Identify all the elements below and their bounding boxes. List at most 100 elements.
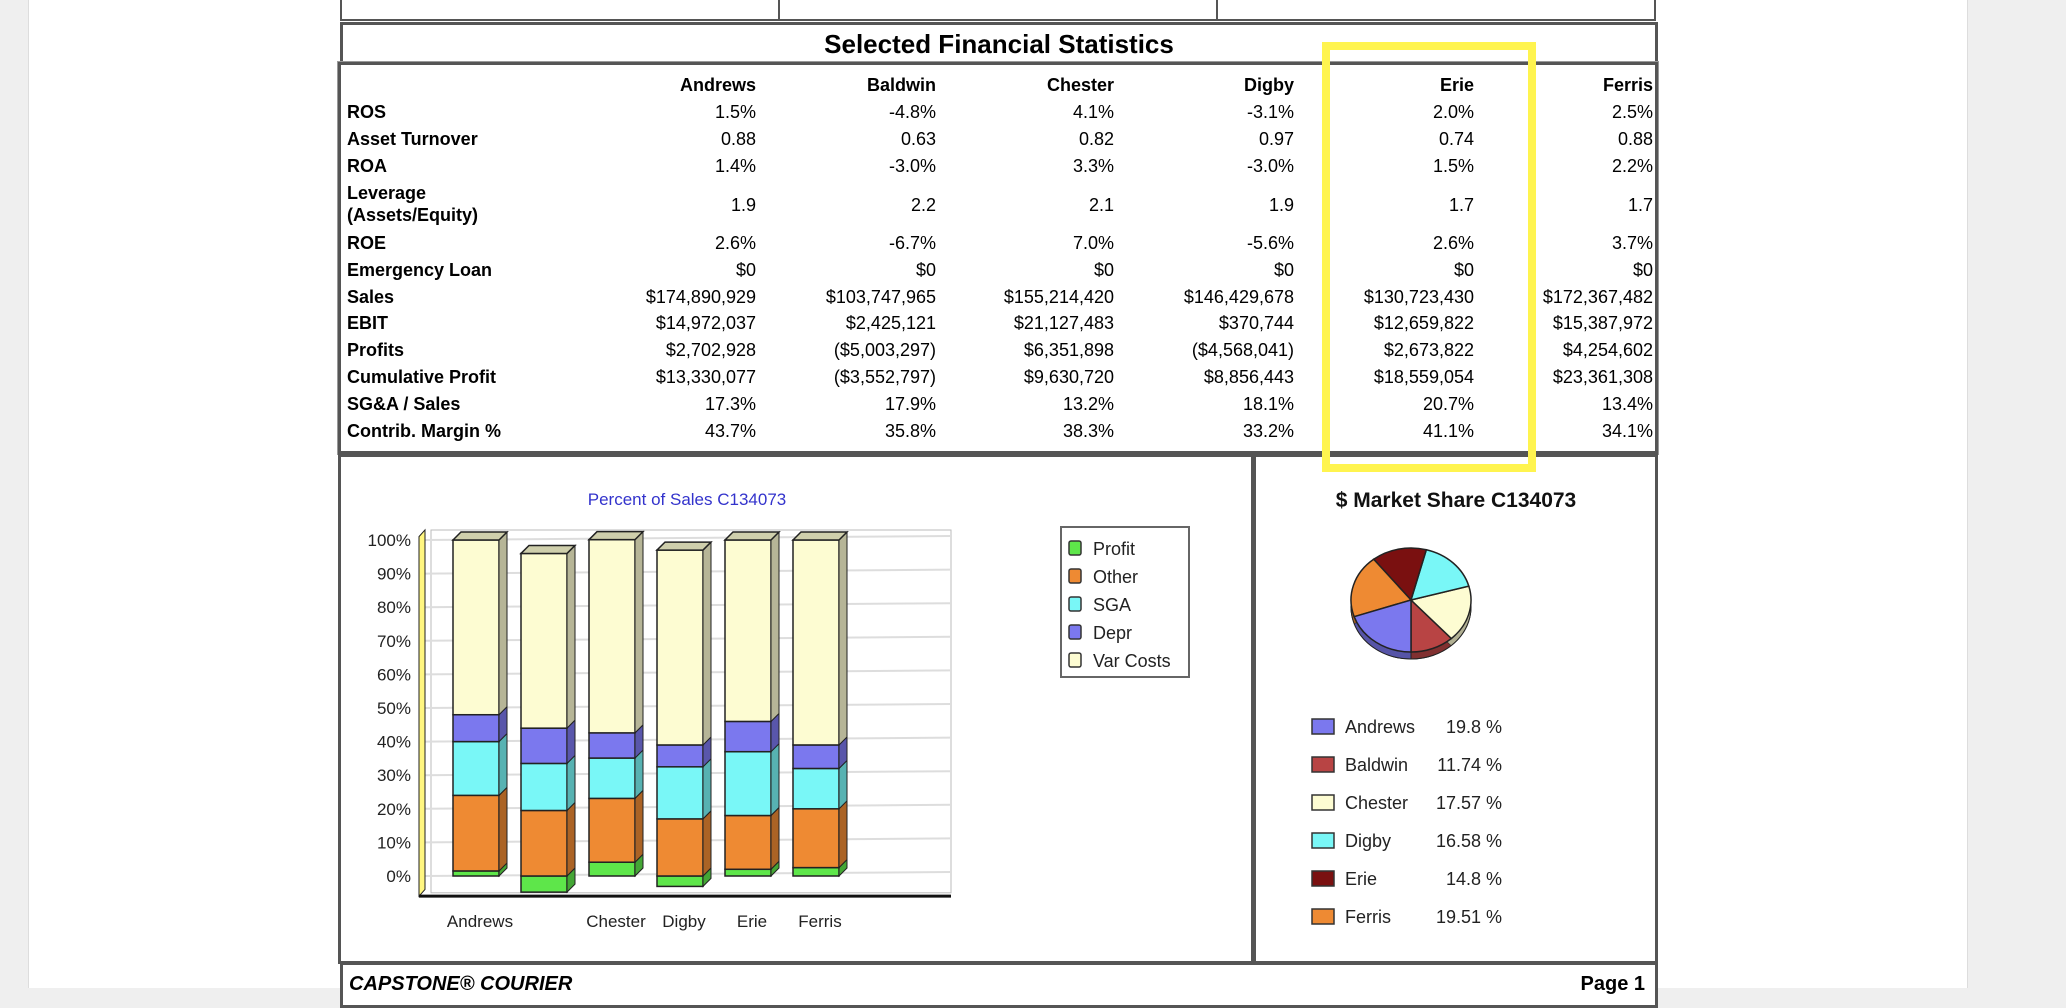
y-tick-label: 50%: [377, 699, 411, 718]
table-cell: $0: [735, 260, 756, 280]
bar-segment-side: [702, 540, 712, 747]
table-cell: 2.2: [910, 195, 936, 215]
bar-segment-depr: [792, 744, 840, 770]
y-tick-label: 10%: [377, 833, 411, 852]
legend-label: Other: [1093, 567, 1138, 587]
legend-value: 17.57 %: [1436, 793, 1502, 813]
row-label: ROE: [347, 233, 387, 253]
chart-title: $ Market Share C134073: [1336, 489, 1577, 512]
percent-of-sales-chart-panel: Percent of Sales C134073 0% 10% 20% 30% 40% 50…: [338, 454, 1254, 964]
table-cell: $0: [1632, 260, 1653, 280]
row-label: Emergency Loan: [347, 260, 493, 280]
table-cell: $146,429,678: [1183, 287, 1294, 307]
row-label-sub: (Assets/Equity): [347, 205, 479, 225]
legend-swatch: [1068, 568, 1082, 584]
table-cell: 1.4%: [714, 156, 756, 176]
bar-segment-other: [520, 809, 568, 877]
percent-of-sales-chart: Percent of Sales C134073 0% 10% 20% 30% 40% 50…: [368, 490, 1190, 931]
bar-segment-depr: [656, 744, 704, 768]
table-cell: 0.88: [720, 129, 756, 149]
bar-segment-side: [634, 530, 644, 735]
table-cell: $12,659,822: [1373, 313, 1474, 333]
row-label: Asset Turnover: [347, 129, 478, 149]
bars: Andrews Chester Digby Erie Ferris: [447, 530, 849, 931]
table-cell: -4.8%: [888, 102, 936, 122]
legend-swatch: [1311, 794, 1335, 811]
y-tick-label: 80%: [377, 598, 411, 617]
gridline: [424, 535, 952, 541]
table-cell: $14,972,037: [655, 313, 756, 333]
bar-top: [723, 531, 781, 541]
bar-segment-depr: [452, 713, 500, 743]
bar-segment-var-costs: [656, 549, 704, 746]
bar-segment-side: [770, 530, 780, 723]
x-tick-label: Ferris: [798, 912, 841, 931]
table-cell: 2.0%: [1432, 102, 1474, 122]
legend-value: 11.74 %: [1437, 755, 1502, 775]
table-cell: 0.74: [1438, 129, 1474, 149]
table-cell: ($5,003,297): [833, 340, 936, 360]
table-cell: 0.63: [900, 129, 936, 149]
bar-segment-side: [838, 799, 848, 869]
legend-swatch: [1311, 908, 1335, 925]
table-cell: $0: [1453, 260, 1474, 280]
bar-segment-side: [702, 757, 712, 821]
bar-segment-sga: [452, 740, 500, 797]
legend-box: [1060, 526, 1190, 678]
x-tick-label: Erie: [737, 912, 767, 931]
row-label: ROS: [347, 102, 387, 122]
bar-segment-var-costs: [724, 539, 772, 723]
bar-segment-profit: [520, 875, 568, 893]
legend-label: Ferris: [1345, 907, 1391, 927]
table-cell: 43.7%: [704, 421, 756, 441]
bar-segment-side: [770, 742, 780, 817]
legend-label: Chester: [1345, 793, 1408, 813]
bar-segment-side: [498, 732, 508, 797]
x-tick-label: Digby: [662, 912, 706, 931]
bar-segment-sga: [724, 750, 772, 817]
erie-column-highlight: [1322, 42, 1536, 472]
table-cell: 41.1%: [1422, 421, 1474, 441]
bar-top: [791, 531, 849, 541]
top-cell: [340, 0, 780, 21]
footer-brand: CAPSTONE® COURIER: [349, 973, 573, 995]
table-cell: 0.88: [1617, 129, 1653, 149]
bar-top: [655, 541, 713, 551]
table-cell: $18,559,054: [1373, 367, 1474, 387]
bar-segment-side: [498, 530, 508, 716]
bar-segment-other: [452, 794, 500, 872]
row-label: ROA: [347, 156, 387, 176]
table-cell: 0.97: [1258, 129, 1294, 149]
table-cell: 2.6%: [1432, 233, 1474, 253]
bar-segment-depr: [724, 720, 772, 753]
legend-label: Depr: [1093, 623, 1132, 643]
top-cell: [1216, 0, 1656, 21]
bar-segment-profit: [656, 875, 704, 888]
bar-segment-var-costs: [588, 538, 636, 734]
bar-segment-var-costs: [520, 552, 568, 729]
table-cell: 1.9: [730, 195, 756, 215]
table-cell: 3.3%: [1072, 156, 1114, 176]
section-title: Selected Financial Statistics: [824, 29, 1174, 59]
row-label: Cumulative Profit: [347, 367, 497, 387]
table-cell: 2.1: [1088, 195, 1114, 215]
bar-segment-side: [566, 754, 576, 812]
legend-value: 19.8 %: [1446, 717, 1502, 737]
legend-label: Profit: [1093, 539, 1135, 559]
table-cell: $0: [915, 260, 936, 280]
table-cell: ($4,568,041): [1191, 340, 1294, 360]
bar-segment-var-costs: [452, 539, 500, 716]
page-number: Page 1: [1580, 973, 1645, 995]
table-cell: -6.7%: [888, 233, 936, 253]
table-cell: -3.0%: [888, 156, 936, 176]
table-cell: $15,387,972: [1552, 313, 1653, 333]
table-cell: $2,425,121: [845, 313, 936, 333]
bar-segment-sga: [520, 762, 568, 812]
table-cell: 2.2%: [1611, 156, 1653, 176]
table-cell: 3.7%: [1611, 233, 1653, 253]
row-label: SG&A / Sales: [347, 394, 461, 414]
pie-slice-chester: [1409, 585, 1472, 640]
legend-swatch: [1068, 624, 1082, 640]
bar-segment-depr: [520, 727, 568, 765]
bar-top: [519, 544, 577, 555]
